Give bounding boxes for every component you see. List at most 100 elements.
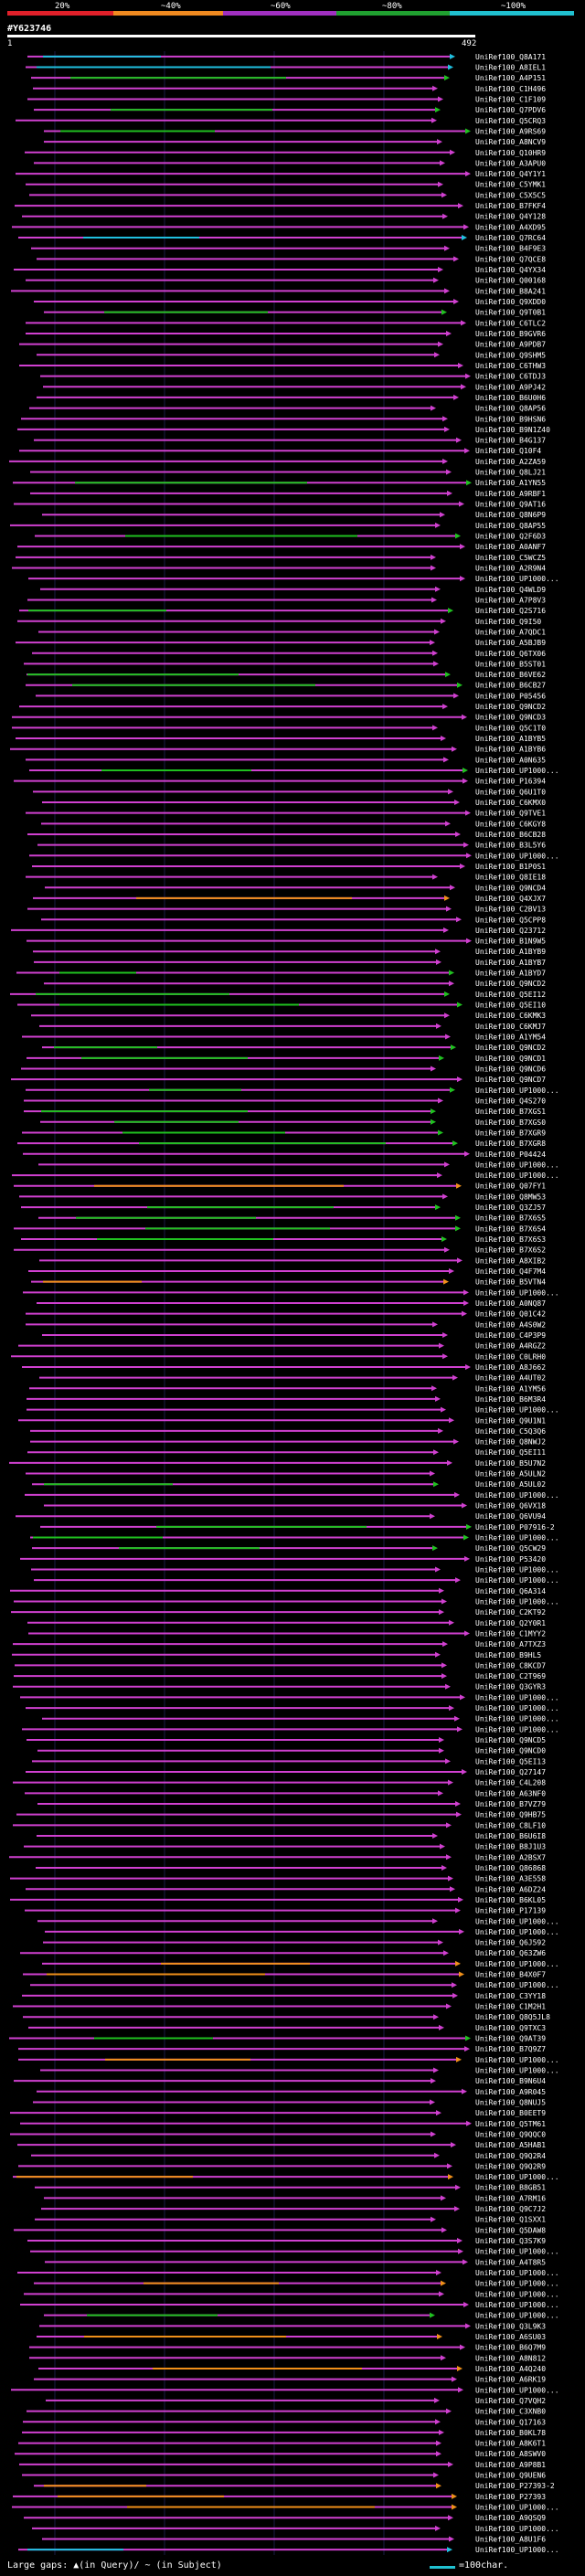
hit-label[interactable]: UniRef100_C1H496	[475, 85, 546, 93]
hit-label[interactable]: UniRef100_Q8A171	[475, 53, 546, 61]
hit-label[interactable]: UniRef100_A8IEL1	[475, 63, 546, 71]
hit-row[interactable]: UniRef100_Q8AP55	[10, 522, 546, 530]
hit-label[interactable]: UniRef100_A4Q240	[475, 2365, 546, 2373]
hit-row[interactable]: UniRef100_B1P0S1	[32, 863, 546, 871]
hit-label[interactable]: UniRef100_Q6A314	[475, 1587, 546, 1595]
hit-row[interactable]: UniRef100_B3L5Y6	[37, 842, 546, 850]
hit-label[interactable]: UniRef100_A9P8B1	[475, 2461, 546, 2469]
hit-label[interactable]: UniRef100_Q10HR9	[475, 149, 546, 157]
hit-label[interactable]: UniRef100_C3XNB0	[475, 2408, 546, 2416]
hit-label[interactable]: UniRef100_C6TLC2	[475, 319, 546, 327]
hit-label[interactable]: UniRef100_A1BYD7	[475, 970, 546, 978]
hit-row[interactable]: UniRef100_UP1000...	[40, 2066, 559, 2074]
hit-label[interactable]: UniRef100_A9RBF1	[475, 490, 546, 498]
hit-row[interactable]: UniRef100_A1BYB6	[10, 746, 546, 754]
hit-label[interactable]: UniRef100_UP1000...	[475, 1917, 559, 1925]
hit-row[interactable]: UniRef100_Q86868	[36, 1864, 546, 1872]
hit-label[interactable]: UniRef100_Q9UEN6	[475, 2472, 546, 2480]
hit-row[interactable]: UniRef100_Q27147	[26, 1768, 546, 1776]
hit-label[interactable]: UniRef100_B6U6I8	[475, 1832, 546, 1840]
hit-row[interactable]: UniRef100_C1M2H1	[13, 2003, 546, 2011]
hit-row[interactable]: UniRef100_C6TDJ3	[40, 373, 546, 381]
hit-row[interactable]: UniRef100_UP1000...	[29, 767, 559, 775]
hit-row[interactable]: UniRef100_Q9I50	[17, 618, 541, 626]
hit-label[interactable]: UniRef100_Q8N6P9	[475, 511, 546, 519]
hit-row[interactable]: UniRef100_B6Q7M9	[29, 2344, 546, 2352]
hit-row[interactable]: UniRef100_Q6VU94	[16, 1512, 546, 1521]
hit-row[interactable]: UniRef100_B4X0F7	[23, 1971, 546, 1979]
hit-row[interactable]: UniRef100_A9PDB7	[19, 341, 546, 349]
hit-row[interactable]: UniRef100_B7FKF4	[15, 202, 546, 210]
hit-row[interactable]: UniRef100_A3E558	[10, 1875, 546, 1883]
hit-row[interactable]: UniRef100_UP1000...	[20, 2301, 559, 2309]
hit-label[interactable]: UniRef100_B6M3R4	[475, 1395, 546, 1404]
hit-row[interactable]: UniRef100_Q7VQH2	[46, 2397, 546, 2405]
hit-label[interactable]: UniRef100_B9GVR6	[475, 330, 546, 338]
hit-row[interactable]: UniRef100_B7Q9Z7	[18, 2045, 546, 2053]
hit-row[interactable]: UniRef100_C5Q3Q6	[30, 1427, 546, 1436]
hit-row[interactable]: UniRef100_Q1SXX1	[35, 2216, 546, 2224]
hit-row[interactable]: UniRef100_A8J662	[22, 1363, 546, 1372]
hit-row[interactable]: UniRef100_UP1000...	[11, 2386, 559, 2394]
hit-label[interactable]: UniRef100_Q9U1N1	[475, 1416, 546, 1425]
hit-row[interactable]: UniRef100_B7XGS1	[24, 1108, 546, 1116]
hit-row[interactable]: UniRef100_UP1000...	[44, 2312, 559, 2320]
hit-row[interactable]: UniRef100_Q9TVE1	[26, 810, 546, 818]
hit-row[interactable]: UniRef100_Q8LJ21	[30, 469, 546, 477]
hit-label[interactable]: UniRef100_UP1000...	[475, 1981, 559, 1989]
hit-row[interactable]: UniRef100_B7XGR9	[22, 1129, 546, 1137]
hit-row[interactable]: UniRef100_Q9QQC0	[10, 2130, 546, 2138]
hit-row[interactable]: UniRef100_P07916-2	[40, 1523, 555, 1532]
hit-label[interactable]: UniRef100_A1YM56	[475, 1384, 546, 1393]
hit-label[interactable]: UniRef100_C6KGY8	[475, 820, 546, 828]
hit-row[interactable]: UniRef100_Q7PDV6	[34, 106, 546, 114]
hit-label[interactable]: UniRef100_Q5EI11	[475, 1448, 546, 1457]
hit-label[interactable]: UniRef100_A9QSQ9	[475, 2514, 546, 2522]
hit-row[interactable]: UniRef100_A1BYD7	[16, 970, 546, 978]
hit-row[interactable]: UniRef100_C6KGY8	[41, 820, 546, 828]
hit-label[interactable]: UniRef100_UP1000...	[475, 1576, 559, 1585]
hit-row[interactable]: UniRef100_UP1000...	[18, 2546, 559, 2554]
hit-row[interactable]: UniRef100_C4P3P9	[42, 1331, 546, 1340]
hit-label[interactable]: UniRef100_Q5EI10	[475, 1002, 546, 1010]
hit-label[interactable]: UniRef100_Q5CPP8	[475, 916, 546, 924]
hit-row[interactable]: UniRef100_Q7RC64	[18, 234, 546, 242]
hit-label[interactable]: UniRef100_B7XGS0	[475, 1118, 546, 1127]
hit-label[interactable]: UniRef100_A8NCV9	[475, 138, 546, 146]
hit-label[interactable]: UniRef100_P07916-2	[475, 1523, 555, 1532]
hit-label[interactable]: UniRef100_P05456	[475, 692, 546, 700]
hit-row[interactable]: UniRef100_Q8MW53	[19, 1193, 546, 1201]
hit-label[interactable]: UniRef100_Q7RC64	[475, 234, 546, 242]
hit-label[interactable]: UniRef100_Q2S716	[475, 607, 546, 615]
hit-label[interactable]: UniRef100_Q9NCD7	[475, 1076, 546, 1084]
hit-label[interactable]: UniRef100_A8J662	[475, 1363, 546, 1372]
hit-label[interactable]: UniRef100_B4X0F7	[475, 1971, 546, 1979]
hit-row[interactable]: UniRef100_Q9NCD6	[21, 1065, 546, 1073]
hit-label[interactable]: UniRef100_Q9I50	[475, 618, 541, 626]
hit-row[interactable]: UniRef100_A4P151	[31, 74, 546, 82]
hit-label[interactable]: UniRef100_UP1000...	[475, 1406, 559, 1415]
hit-label[interactable]: UniRef100_Q17163	[475, 2418, 546, 2426]
hit-label[interactable]: UniRef100_A4RGZ2	[475, 1342, 546, 1351]
hit-row[interactable]: UniRef100_UP1000...	[12, 2504, 559, 2512]
hit-row[interactable]: UniRef100_A8IEL1	[26, 63, 546, 71]
hit-row[interactable]: UniRef100_Q5EI11	[27, 1448, 546, 1457]
hit-row[interactable]: UniRef100_A4XD95	[12, 223, 546, 231]
hit-label[interactable]: UniRef100_UP1000...	[475, 2056, 559, 2064]
hit-row[interactable]: UniRef100_A5HAB1	[17, 2141, 546, 2149]
hit-label[interactable]: UniRef100_Q7QCE8	[475, 255, 546, 263]
hit-row[interactable]: UniRef100_A9PJ42	[43, 383, 546, 391]
hit-label[interactable]: UniRef100_C5Q3Q6	[475, 1427, 546, 1436]
hit-label[interactable]: UniRef100_Q7VQH2	[475, 2397, 546, 2405]
hit-row[interactable]: UniRef100_Q9XDD0	[34, 298, 546, 306]
hit-label[interactable]: UniRef100_B0EET9	[475, 2109, 546, 2117]
hit-label[interactable]: UniRef100_Q8AP55	[475, 522, 546, 530]
hit-row[interactable]: UniRef100_B6VE62	[27, 671, 546, 679]
hit-row[interactable]: UniRef100_B9HSN6	[21, 415, 546, 423]
hit-row[interactable]: UniRef100_C5WCZ5	[16, 554, 546, 562]
hit-label[interactable]: UniRef100_A3APU0	[475, 159, 546, 167]
hit-label[interactable]: UniRef100_A5BJB9	[475, 639, 546, 647]
hit-row[interactable]: UniRef100_C6KMX0	[42, 799, 546, 807]
hit-row[interactable]: UniRef100_Q3S7K9	[27, 2237, 546, 2245]
hit-label[interactable]: UniRef100_C5YMK1	[475, 181, 546, 189]
